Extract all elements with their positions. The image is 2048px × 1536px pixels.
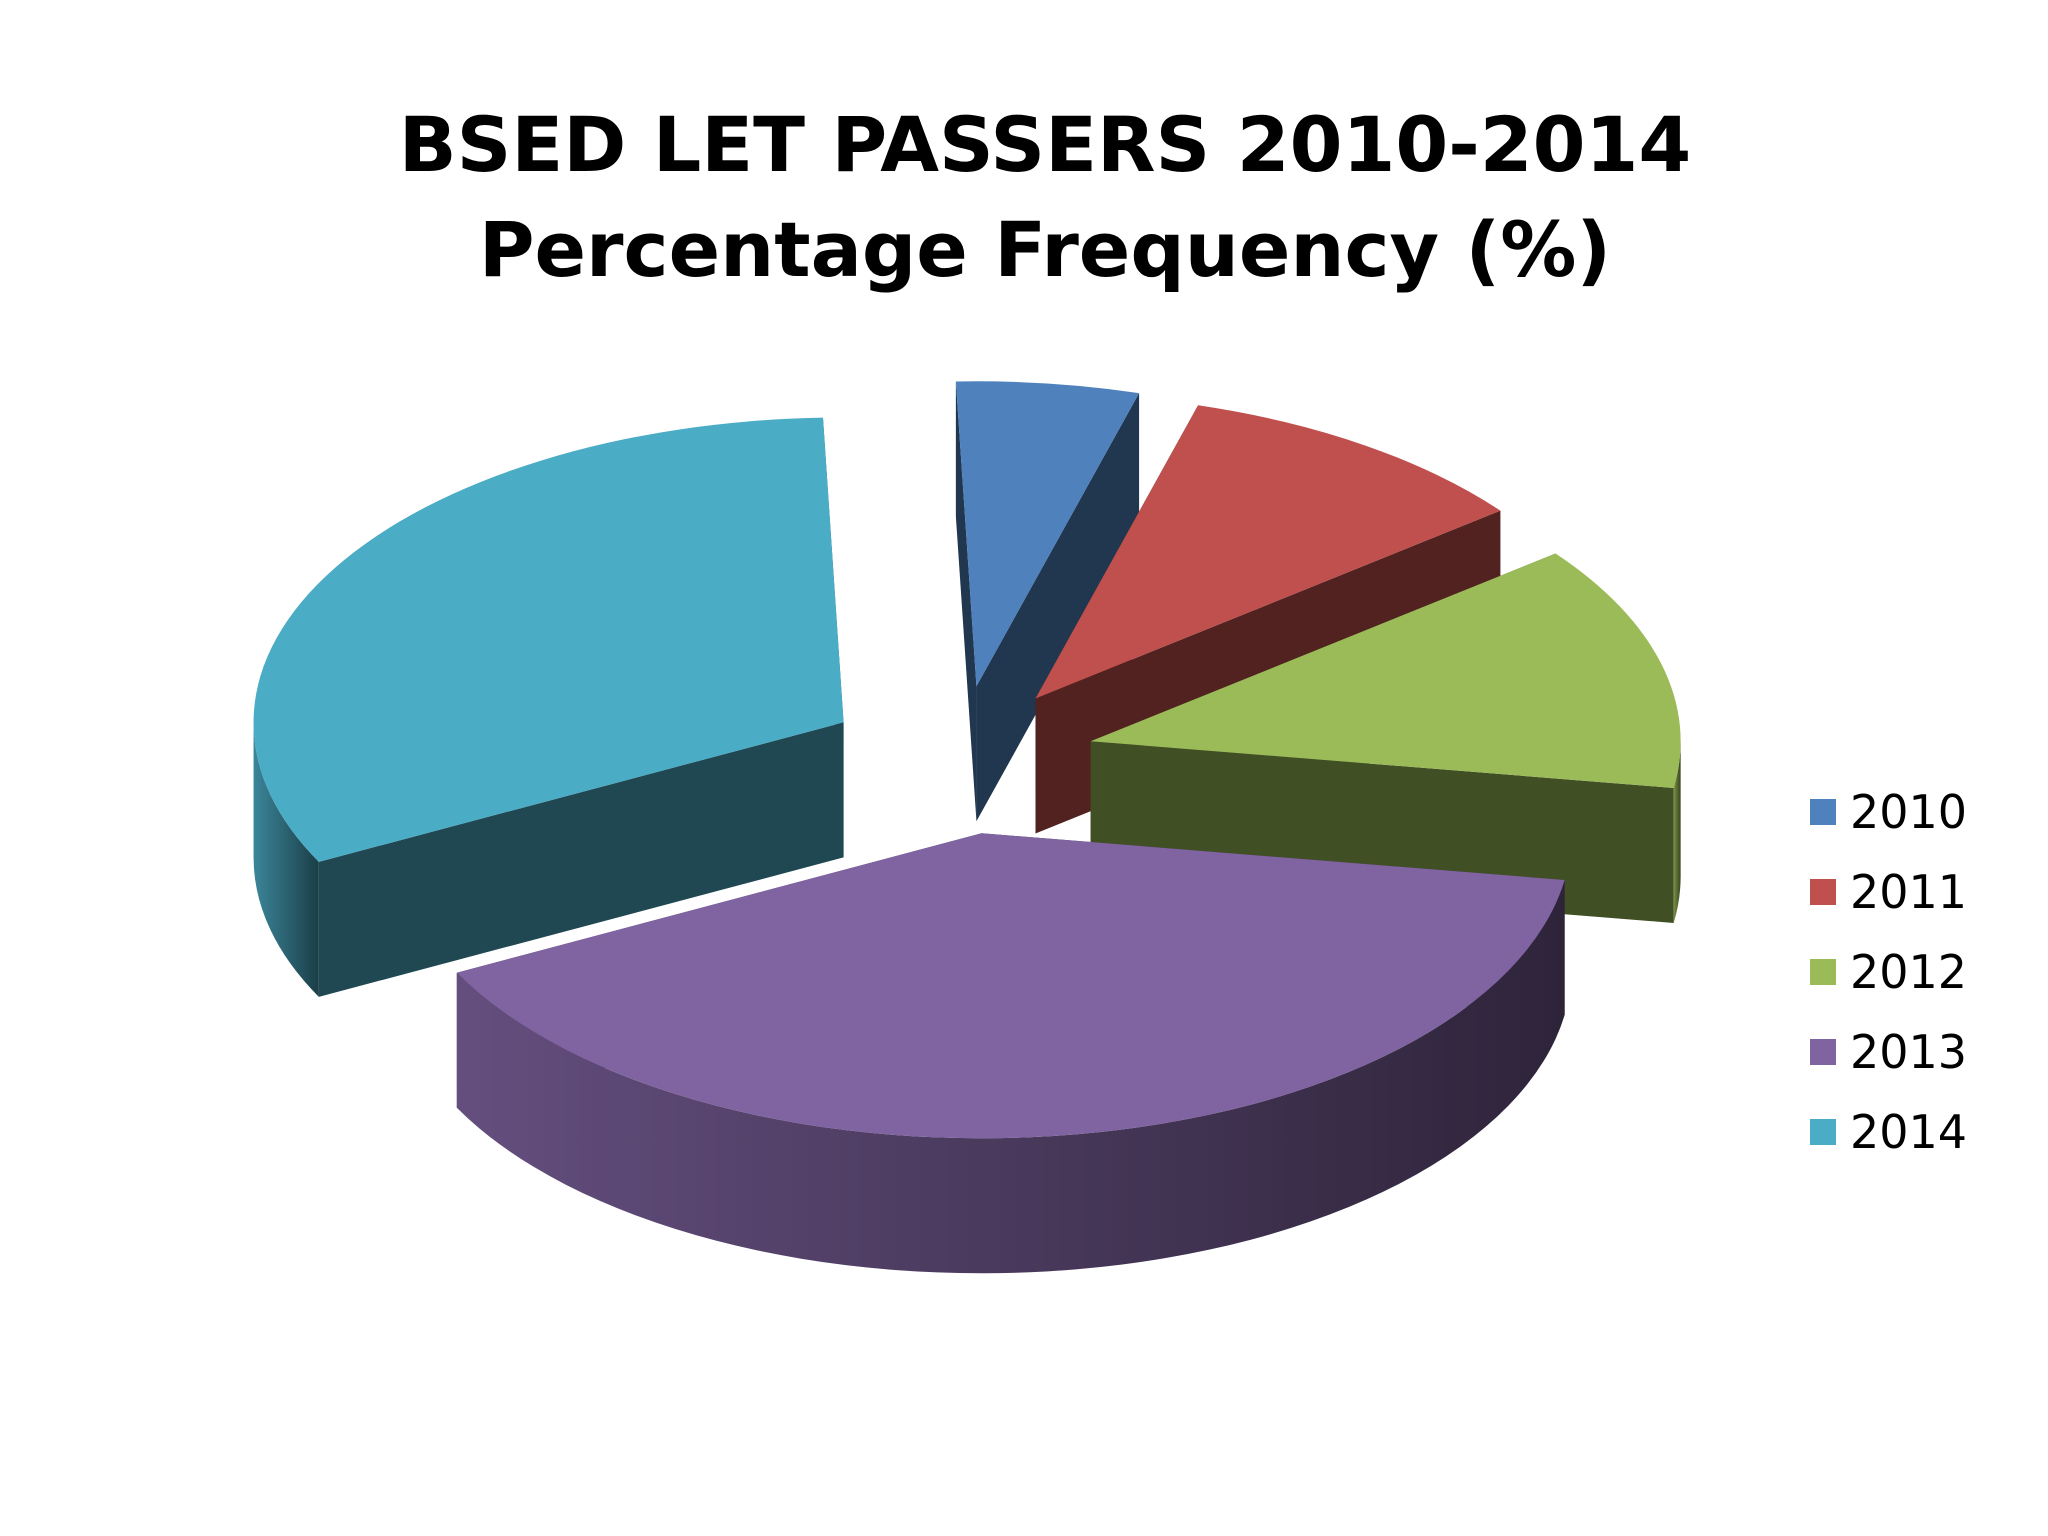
slice-outer-wall <box>456 879 1565 1274</box>
legend-label: 2012 <box>1850 945 1968 999</box>
legend-swatch <box>1810 879 1836 905</box>
legend-swatch <box>1810 1119 1836 1145</box>
chart-title: BSED LET PASSERS 2010-2014 <box>398 100 1692 189</box>
chart-legend: 2010 2011 2012 2013 2014 <box>1810 772 1967 1172</box>
legend-item: 2012 <box>1810 932 1967 1012</box>
legend-item: 2011 <box>1810 852 1967 932</box>
slice-side-wall <box>955 381 977 822</box>
slice-outer-wall <box>1673 741 1681 923</box>
pie-slice-2013 <box>456 833 1565 1274</box>
legend-item: 2010 <box>1810 772 1967 852</box>
legend-swatch <box>1810 799 1836 825</box>
legend-label: 2010 <box>1850 785 1968 839</box>
legend-item: 2014 <box>1810 1092 1967 1172</box>
pie-slice-2010 <box>955 381 1140 822</box>
legend-label: 2014 <box>1850 1105 1968 1159</box>
pie-slice-2014 <box>253 417 844 997</box>
slice-side-wall <box>976 393 1140 822</box>
slice-outer-wall <box>253 722 319 997</box>
slice-top <box>955 381 1140 687</box>
chart-title-block: BSED LET PASSERS 2010-2014 Percentage Fr… <box>0 92 2048 302</box>
slice-top <box>1035 405 1501 699</box>
legend-label: 2013 <box>1850 1025 1968 1079</box>
slice-top <box>1090 553 1681 788</box>
chart-subtitle: Percentage Frequency (%) <box>478 205 1612 294</box>
slice-top <box>456 833 1565 1139</box>
legend-label: 2011 <box>1850 865 1968 919</box>
legend-swatch <box>1810 959 1836 985</box>
slice-side-wall <box>318 722 844 997</box>
legend-item: 2013 <box>1810 1012 1967 1092</box>
slice-top <box>253 417 844 862</box>
legend-swatch <box>1810 1039 1836 1065</box>
